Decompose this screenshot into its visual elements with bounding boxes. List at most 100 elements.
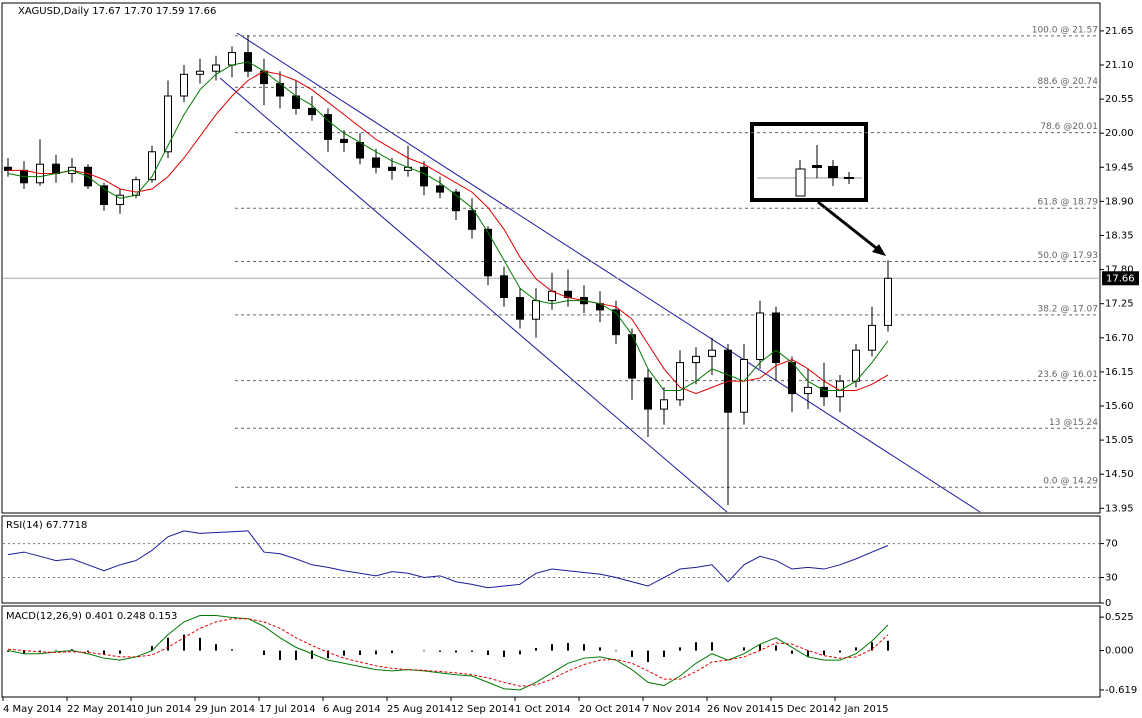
y-tick-label: 17.25 <box>1105 299 1134 310</box>
fib-label: 61.8 @ 18.79 <box>1037 198 1098 208</box>
moving-average <box>7 61 889 391</box>
y-tick-label: 70 <box>1105 539 1118 550</box>
candle-body <box>116 194 124 205</box>
macd-line <box>7 615 889 691</box>
candle-body <box>788 362 796 395</box>
histogram-bar <box>695 642 697 651</box>
y-tick-label: 15.60 <box>1105 401 1134 412</box>
y-tick-label: 20.55 <box>1105 94 1134 105</box>
candle-body <box>420 166 428 187</box>
y-tick-label: 21.10 <box>1105 60 1134 71</box>
histogram-bar <box>167 637 169 651</box>
fib-label: 13 @15.24 <box>1049 418 1098 428</box>
histogram-bar <box>503 650 505 657</box>
last-price-box <box>1102 271 1139 286</box>
macd-title: MACD(12,26,9) 0.401 0.248 0.153 <box>6 611 177 622</box>
main-panel <box>1 2 1101 514</box>
candle-body <box>612 309 620 336</box>
histogram-bar <box>839 650 841 653</box>
y-tick-label: 21.65 <box>1105 26 1134 37</box>
y-tick-label: 14.50 <box>1105 469 1134 480</box>
candle-body <box>740 358 748 413</box>
x-tick-label: 25 Aug 2014 <box>387 704 451 715</box>
channel-lower <box>219 77 728 513</box>
fib-label: 100.0 @ 21.57 <box>1032 25 1098 35</box>
inset-box <box>750 122 868 202</box>
candle-body <box>628 334 636 379</box>
x-tick-label: 2 Jan 2015 <box>835 704 889 715</box>
histogram-bar <box>631 650 633 657</box>
histogram-bar <box>471 650 473 652</box>
x-tick-label: 7 Nov 2014 <box>643 704 701 715</box>
histogram-bar <box>647 650 649 662</box>
candle-body <box>468 210 476 230</box>
x-tick-label: 4 May 2014 <box>3 704 62 715</box>
histogram-bar <box>423 650 425 652</box>
candle-body <box>52 163 60 174</box>
histogram-bar <box>359 650 361 655</box>
histogram-bar <box>391 650 393 654</box>
histogram-bar <box>183 634 185 651</box>
histogram-bar <box>775 645 777 651</box>
x-tick-label: 26 Nov 2014 <box>707 704 771 715</box>
fib-label: 78.6 @20.01 <box>1040 122 1098 132</box>
histogram-bar <box>119 650 121 654</box>
histogram-bar <box>87 650 89 652</box>
candle-body <box>308 107 316 116</box>
fib-label: 88.6 @ 20.74 <box>1037 77 1098 87</box>
histogram-bar <box>375 650 377 655</box>
histogram-bar <box>327 650 329 659</box>
y-tick-label: 18.90 <box>1105 196 1134 207</box>
histogram-bar <box>759 644 761 651</box>
histogram-bar <box>887 640 889 651</box>
fib-label: 38.2 @ 17.07 <box>1037 304 1098 314</box>
x-tick-label: 12 Sep 2014 <box>451 704 514 715</box>
chart-title: XAGUSD,Daily 17.67 17.70 17.59 17.66 <box>18 6 216 17</box>
candle-body <box>820 386 828 398</box>
histogram-bar <box>295 650 297 661</box>
fib-label: 0.0 @ 14.29 <box>1043 477 1098 487</box>
histogram-bar <box>663 650 665 657</box>
histogram-bar <box>583 644 585 651</box>
macd-panel <box>1 605 1101 698</box>
candle-body <box>324 114 332 140</box>
candle-body <box>852 349 860 382</box>
candle-body <box>212 64 220 72</box>
histogram-bar <box>439 650 441 652</box>
histogram-bar <box>743 647 745 651</box>
candle-body <box>372 157 380 168</box>
macd-line <box>7 618 889 687</box>
histogram-bar <box>551 644 553 651</box>
histogram-bar <box>311 650 313 659</box>
histogram-bar <box>231 649 233 651</box>
histogram-bar <box>519 650 521 655</box>
candle-body <box>452 191 460 212</box>
y-tick-label: 13.95 <box>1105 503 1134 514</box>
x-tick-label: 20 Oct 2014 <box>579 704 641 715</box>
histogram-bar <box>215 644 217 651</box>
histogram-bar <box>711 642 713 651</box>
arrow <box>817 200 886 256</box>
y-tick-label: 19.45 <box>1105 162 1134 173</box>
candle-body <box>164 95 172 153</box>
x-tick-label: 1 Oct 2014 <box>515 704 570 715</box>
candle-body <box>868 324 876 351</box>
candle-body <box>100 185 108 205</box>
x-tick-label: 15 Dec 2014 <box>771 704 835 715</box>
y-tick-label: 0.000 <box>1105 646 1134 657</box>
histogram-bar <box>279 650 281 661</box>
histogram-bar <box>71 649 73 651</box>
fib-label: 50.0 @ 17.93 <box>1037 251 1098 261</box>
indicator-line <box>7 530 889 589</box>
histogram-bar <box>567 642 569 651</box>
candle-body <box>340 138 348 143</box>
y-tick-label: 16.15 <box>1105 367 1134 378</box>
candle-body <box>196 70 204 75</box>
y-tick-label: -0.619 <box>1105 685 1137 696</box>
y-tick-label: 0 <box>1105 598 1111 609</box>
histogram-bar <box>855 647 857 651</box>
histogram-bar <box>263 650 265 655</box>
candle-body <box>756 312 764 360</box>
